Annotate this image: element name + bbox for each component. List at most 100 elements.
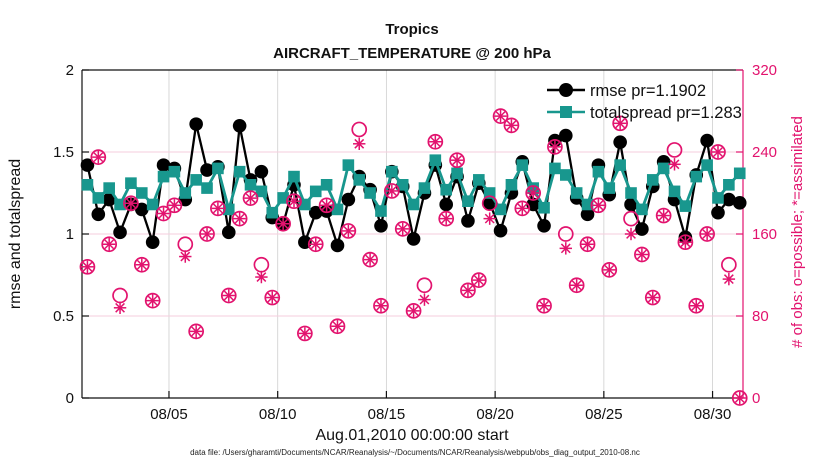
totalspread-marker (733, 167, 746, 180)
obs-assimilated-marker (200, 227, 214, 241)
y-left-tick-label: 0.5 (53, 308, 74, 325)
asterisk-spoke (267, 292, 278, 303)
obs-possible-marker (210, 200, 226, 217)
asterisk-spoke (495, 111, 506, 122)
obs-assimilated-marker (374, 299, 388, 312)
totalspread-marker (179, 187, 192, 199)
asterisk-spoke (299, 328, 310, 339)
rmse-marker (580, 207, 595, 222)
totalspread-marker (288, 170, 300, 183)
obs-assimilated-marker (537, 299, 551, 312)
obs-assimilated-marker (92, 150, 105, 164)
obs-assimilated-marker (255, 270, 268, 284)
asterisk-spoke (191, 326, 202, 337)
obs-assimilated-marker (81, 260, 94, 273)
totalspread-marker (429, 154, 442, 166)
asterisk-spoke (169, 200, 180, 211)
asterisk-spoke (430, 136, 441, 147)
asterisk-spoke (115, 302, 125, 313)
asterisk-spoke (560, 243, 571, 254)
obs-possible-marker (547, 139, 563, 155)
series-layer (80, 117, 747, 253)
obs-possible-marker (601, 262, 618, 278)
asterisk-spoke (647, 292, 658, 303)
totalspread-marker (125, 177, 137, 189)
legend-item-rmse: rmse pr=1.1902 (547, 82, 706, 100)
asterisk-spoke (528, 188, 539, 198)
obs-possible-marker (101, 236, 118, 253)
obs-possible-marker (427, 133, 444, 150)
totalspread-marker (190, 174, 202, 186)
asterisk-spoke (93, 152, 104, 163)
obs-possible-marker (275, 215, 291, 232)
obs-assimilated-marker (603, 263, 616, 277)
obs-possible-marker (579, 236, 596, 253)
obs-assimilated-marker (102, 238, 116, 251)
obs-assimilated-marker (353, 137, 366, 150)
obs-possible-marker (644, 289, 661, 306)
asterisk-spoke (223, 290, 234, 301)
obs-possible-marker (590, 197, 607, 214)
obs-assimilated-marker (363, 253, 377, 266)
asterisk-spoke (245, 193, 256, 204)
y-left-tick-label: 1 (66, 226, 74, 243)
obs-assimilated-marker (690, 299, 703, 312)
asterisk-spoke (571, 280, 582, 291)
obs-assimilated-marker (168, 199, 181, 212)
totalspread-marker (712, 192, 724, 204)
obs-possible-marker (231, 210, 248, 227)
x-tick-label: 08/05 (150, 406, 188, 423)
obs-possible-marker (166, 197, 183, 214)
obs-assimilated-marker (440, 212, 453, 225)
obs-possible-marker (405, 303, 422, 319)
rmse-marker (80, 158, 95, 172)
totalspread-legend-label: totalspread pr=1.283 (590, 104, 742, 122)
totalspread-marker (353, 174, 366, 186)
obs-possible-marker (481, 195, 498, 212)
rmse-marker (558, 128, 573, 143)
obs-possible-marker (721, 256, 737, 273)
asterisk-spoke (658, 210, 669, 221)
totalspread-marker (364, 187, 376, 199)
obs-assimilated-marker (211, 202, 225, 215)
asterisk-spoke (289, 196, 299, 207)
y-right-tick-label: 0 (752, 390, 760, 407)
x-tick-label: 08/30 (694, 406, 732, 423)
rmse-marker (493, 223, 508, 238)
obs-possible-marker (351, 121, 368, 138)
x-tick-label: 08/15 (368, 406, 406, 423)
y-right-tick-label: 160 (752, 226, 777, 243)
obs-assimilated-marker (429, 135, 442, 148)
asterisk-spoke (734, 393, 745, 403)
obs-markers-layer (79, 108, 748, 406)
y-axis-label-left: rmse and totalspread (7, 159, 24, 309)
x-tick-label: 08/20 (476, 406, 514, 423)
rmse-marker (341, 192, 356, 207)
totalspread-marker (222, 203, 235, 216)
obs-assimilated-marker (624, 227, 638, 241)
asterisk-spoke (626, 229, 636, 239)
obs-assimilated-marker (298, 327, 312, 340)
obs-assimilated-marker (418, 293, 431, 306)
rmse-marker (330, 238, 345, 253)
rmse-marker (232, 118, 247, 133)
obs-assimilated-marker (179, 250, 192, 263)
totalspread-marker (342, 159, 355, 171)
obs-assimilated-marker (342, 224, 355, 238)
obs-assimilated-marker (396, 222, 409, 236)
obs-assimilated-marker (146, 294, 159, 307)
rmse-marker (635, 222, 649, 236)
asterisk-spoke (484, 213, 495, 224)
obs-assimilated-marker (287, 195, 301, 208)
rmse-marker (537, 219, 551, 233)
obs-possible-marker (90, 149, 107, 165)
asterisk-spoke (408, 305, 419, 316)
obs-possible-marker (188, 323, 205, 340)
totalspread-marker (103, 182, 115, 194)
obs-possible-marker (199, 226, 215, 242)
asterisk-spoke (202, 229, 212, 239)
asterisk-spoke (234, 213, 245, 224)
obs-possible-marker (470, 272, 487, 288)
totalspread-marker (375, 205, 387, 217)
